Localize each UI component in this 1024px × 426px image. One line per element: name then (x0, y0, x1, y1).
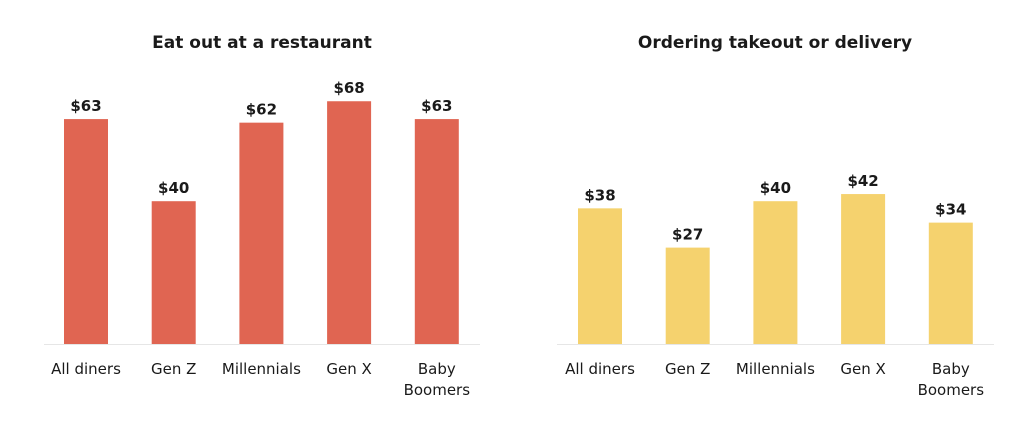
bar (414, 119, 459, 344)
bar (753, 201, 798, 344)
data-label: $63 (70, 97, 101, 115)
data-label: $40 (158, 179, 189, 197)
chart-title: Eat out at a restaurant (152, 33, 372, 53)
bar (841, 194, 886, 344)
x-tick-label: Baby Boomers (918, 360, 985, 399)
x-tick-label: Millennials (222, 360, 301, 378)
data-label: $63 (421, 97, 452, 115)
bar (64, 119, 108, 344)
bar (327, 101, 372, 345)
data-label: $40 (760, 179, 791, 197)
x-tick-label: All diners (565, 360, 635, 378)
data-label: $42 (847, 172, 878, 190)
bar (578, 208, 622, 344)
chart-title: Ordering takeout or delivery (638, 33, 912, 53)
x-tick-label: Gen Z (665, 360, 710, 378)
bar (151, 201, 196, 344)
x-tick-label: Gen Z (151, 360, 196, 378)
data-label: $27 (672, 226, 703, 244)
data-label: $62 (246, 101, 277, 119)
data-label: $34 (935, 201, 966, 219)
x-tick-label: Gen X (326, 360, 371, 378)
x-tick-label: Millennials (736, 360, 815, 378)
data-label: $68 (333, 79, 364, 97)
bar (928, 222, 973, 344)
x-tick-label: All diners (51, 360, 121, 378)
x-tick-label: Baby Boomers (404, 360, 471, 399)
bar (239, 122, 284, 344)
x-tick-label: Gen X (840, 360, 885, 378)
bar (665, 247, 710, 344)
data-label: $38 (584, 186, 615, 204)
